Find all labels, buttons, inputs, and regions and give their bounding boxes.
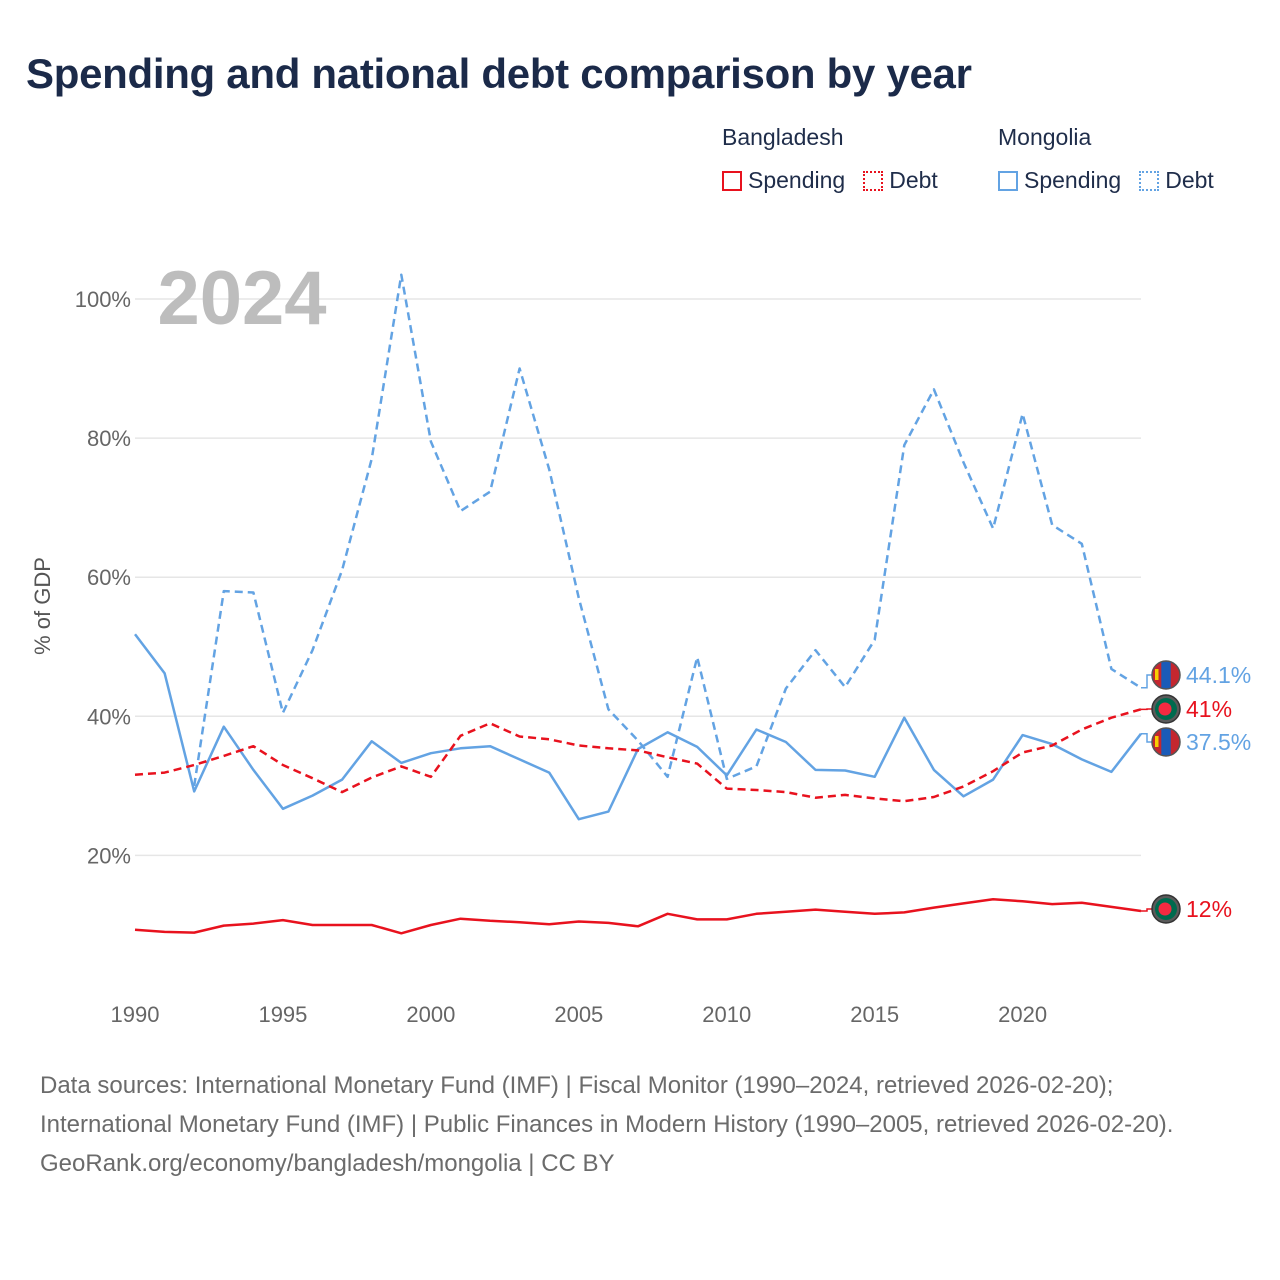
series-line-mongolia-debt[interactable] [192, 273, 1142, 787]
series-line-bangladesh-debt[interactable] [134, 708, 1142, 803]
series-line-bangladesh-spending[interactable] [134, 897, 1142, 935]
end-value-label: 41% [1186, 696, 1232, 722]
grid-lines [135, 298, 1141, 857]
mongolia-flag-icon [1151, 660, 1181, 690]
legend-item-bangladesh-spending[interactable]: Spending [722, 167, 845, 194]
legend-group-mongolia: Mongolia Spending Debt [998, 124, 1214, 194]
line-chart: 2024 20% 40% 60% 80% 100% 1990 1995 2000 2005 20… [30, 256, 1251, 1027]
chart-title: Spending and national debt comparison by… [26, 50, 972, 97]
legend-item-bangladesh-debt[interactable]: Debt [863, 167, 938, 194]
bangladesh-flag-icon [1151, 894, 1181, 924]
end-connector [1141, 732, 1152, 743]
legend-swatch-solid [998, 170, 1018, 191]
series-lines [134, 273, 1142, 935]
series-line-mongolia-spending[interactable] [134, 633, 1142, 821]
legend-group-title: Bangladesh [722, 124, 844, 150]
x-axis: 1990 1995 2000 2005 2010 2015 2020 [111, 1002, 1048, 1027]
end-connector [1141, 908, 1152, 912]
y-axis-label: % of GDP [30, 557, 55, 655]
legend-swatch-dotted [1139, 170, 1160, 191]
legend-label: Spending [748, 167, 846, 193]
end-connector [1141, 674, 1152, 689]
credit-link[interactable]: GeoRank.org/economy/bangladesh/mongolia … [40, 1150, 615, 1177]
x-tick-label: 2015 [850, 1002, 899, 1027]
end-value-label: 37.5% [1186, 729, 1251, 755]
year-watermark: 2024 [157, 256, 326, 341]
legend-label: Spending [1024, 167, 1122, 193]
legend-label: Debt [889, 167, 938, 193]
x-tick-label: 2010 [702, 1002, 751, 1027]
x-tick-label: 2005 [554, 1002, 603, 1027]
y-tick-label: 40% [87, 704, 131, 729]
x-tick-label: 1990 [111, 1002, 160, 1027]
x-tick-label: 2020 [998, 1002, 1047, 1027]
end-labels: 44.1% 37.5% 41% 12% [1141, 660, 1251, 924]
y-tick-label: 80% [87, 426, 131, 451]
footer: Data sources: International Monetary Fun… [40, 1066, 1240, 1183]
legend-swatch-dotted [863, 170, 884, 191]
legend-group-title: Mongolia [998, 124, 1092, 150]
mongolia-flag-icon [1151, 727, 1181, 757]
bangladesh-flag-icon [1151, 694, 1181, 724]
legend-swatch-solid [722, 170, 742, 191]
x-tick-label: 2000 [406, 1002, 455, 1027]
y-tick-label: 100% [75, 287, 131, 312]
end-value-label: 12% [1186, 896, 1232, 922]
end-value-label: 44.1% [1186, 662, 1251, 688]
y-tick-label: 20% [87, 843, 131, 868]
legend-group-bangladesh: Bangladesh Spending Debt [722, 124, 938, 194]
legend-item-mongolia-spending[interactable]: Spending [998, 167, 1121, 194]
y-tick-label: 60% [87, 565, 131, 590]
legend-label: Debt [1165, 167, 1214, 193]
legend-item-mongolia-debt[interactable]: Debt [1139, 167, 1214, 194]
data-sources: Data sources: International Monetary Fun… [40, 1072, 1174, 1138]
y-axis: 20% 40% 60% 80% 100% [75, 287, 131, 868]
x-tick-label: 1995 [258, 1002, 307, 1027]
